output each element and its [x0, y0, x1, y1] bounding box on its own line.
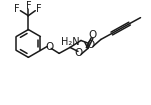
Text: O: O: [75, 48, 83, 58]
Text: O: O: [87, 40, 95, 50]
Text: O: O: [45, 42, 53, 52]
Text: F: F: [36, 4, 42, 14]
Text: F: F: [26, 1, 31, 11]
Text: H₂N: H₂N: [61, 37, 80, 47]
Text: F: F: [14, 4, 19, 14]
Text: O: O: [89, 30, 97, 39]
